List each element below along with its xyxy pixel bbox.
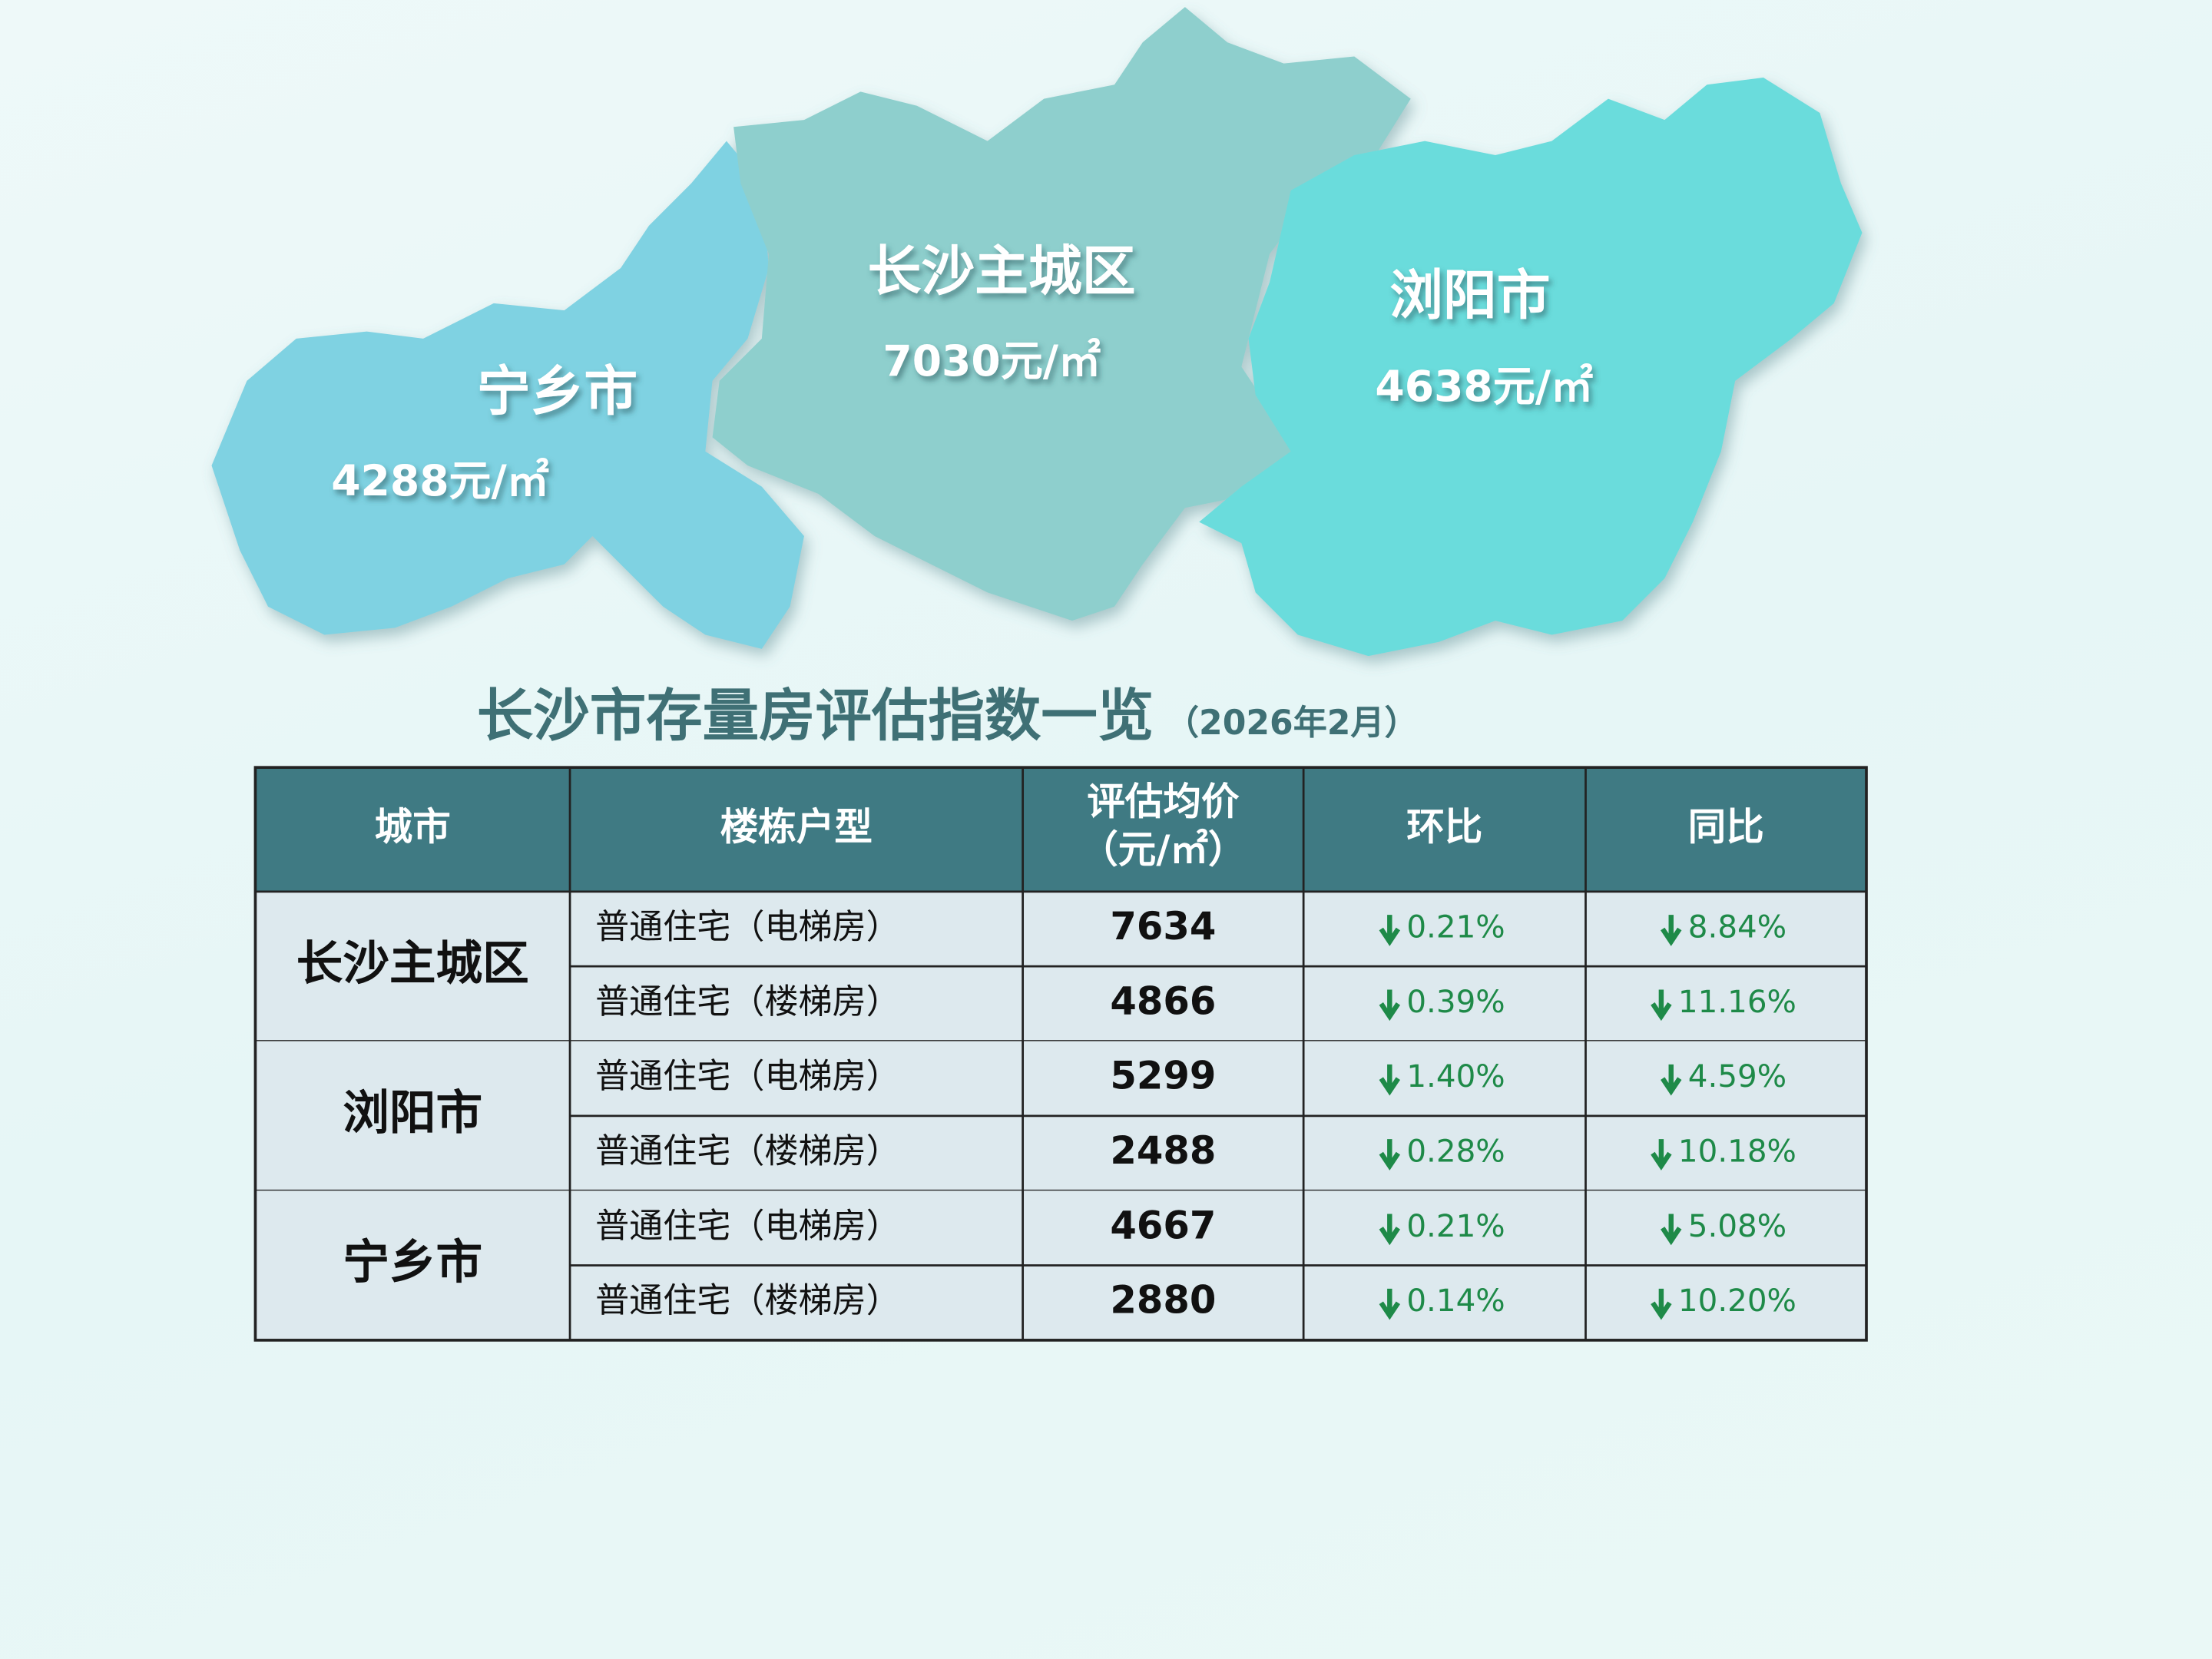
price-cell: 5299 bbox=[1110, 1054, 1216, 1098]
down-arrow bbox=[1661, 915, 1682, 946]
header-cell: 环比 bbox=[1406, 805, 1482, 849]
table-title: 长沙市存量房评估指数一览 bbox=[477, 684, 1154, 749]
type-cell: 普通住宅（楼梯房） bbox=[595, 1132, 900, 1171]
type-cell: 普通住宅（电梯房） bbox=[595, 907, 900, 946]
price-cell: 7634 bbox=[1110, 904, 1216, 949]
change-cell: 0.21% bbox=[1406, 1207, 1505, 1244]
header-cell: 楼栋户型 bbox=[720, 805, 873, 849]
region-price: 7030元/㎡ bbox=[882, 336, 1101, 386]
type-cell: 普通住宅（电梯房） bbox=[595, 1207, 900, 1246]
region-name: 宁乡市 bbox=[477, 360, 637, 422]
region-name: 长沙主城区 bbox=[868, 240, 1136, 303]
down-arrow bbox=[1661, 1064, 1682, 1096]
price-cell: 2880 bbox=[1110, 1278, 1216, 1323]
map bbox=[211, 7, 1863, 657]
type-cell: 普通住宅（电梯房） bbox=[595, 1057, 900, 1096]
header-cell: 同比 bbox=[1688, 805, 1764, 849]
down-arrow bbox=[1379, 1139, 1401, 1171]
type-cell: 普通住宅（楼梯房） bbox=[595, 982, 900, 1022]
change-cell: 0.39% bbox=[1406, 983, 1505, 1020]
header-cell: 评估均价 bbox=[1087, 779, 1240, 823]
region-price: 4288元/㎡ bbox=[331, 456, 549, 505]
city-cell: 浏阳市 bbox=[343, 1086, 482, 1140]
change-cell: 11.16% bbox=[1678, 983, 1796, 1020]
change-cell: 0.14% bbox=[1406, 1282, 1505, 1319]
change-cell: 10.20% bbox=[1678, 1282, 1796, 1319]
change-cell: 0.21% bbox=[1406, 908, 1505, 945]
price-cell: 4667 bbox=[1110, 1203, 1216, 1247]
table-subtitle: （2026年2月） bbox=[1165, 704, 1419, 743]
table-border bbox=[253, 766, 1868, 1342]
down-arrow bbox=[1379, 1064, 1401, 1096]
city-cell: 长沙主城区 bbox=[296, 937, 529, 991]
header-cell: 城市 bbox=[375, 805, 451, 849]
down-arrow bbox=[1379, 989, 1401, 1022]
change-cell: 10.18% bbox=[1678, 1133, 1796, 1170]
change-cell: 5.08% bbox=[1688, 1207, 1786, 1244]
down-arrow bbox=[1651, 989, 1672, 1022]
type-cell: 普通住宅（楼梯房） bbox=[595, 1281, 900, 1320]
region-shape bbox=[1199, 78, 1863, 657]
down-arrow bbox=[1379, 1214, 1401, 1246]
header-cell: （元/㎡） bbox=[1080, 827, 1246, 872]
map-labels: 宁乡市 4288元/㎡ 长沙主城区 7030元/㎡ 浏阳市 4638元/㎡ bbox=[331, 240, 1593, 505]
down-arrow bbox=[1651, 1139, 1672, 1171]
region-shape bbox=[712, 7, 1411, 621]
price-cell: 4866 bbox=[1110, 979, 1216, 1023]
region-shape bbox=[211, 141, 804, 649]
down-arrow bbox=[1379, 1288, 1401, 1320]
change-cell: 1.40% bbox=[1406, 1058, 1505, 1094]
change-cell: 0.28% bbox=[1406, 1133, 1505, 1170]
down-arrow bbox=[1661, 1214, 1682, 1246]
header-bg bbox=[255, 767, 1866, 892]
city-cell: 宁乡市 bbox=[343, 1236, 482, 1290]
region-name: 浏阳市 bbox=[1389, 264, 1550, 326]
change-cell: 8.84% bbox=[1688, 908, 1786, 945]
region-price: 4638元/㎡ bbox=[1375, 362, 1593, 411]
down-arrow bbox=[1651, 1288, 1672, 1320]
down-arrow bbox=[1379, 915, 1401, 946]
price-cell: 2488 bbox=[1110, 1128, 1216, 1173]
change-cell: 4.59% bbox=[1688, 1058, 1786, 1094]
